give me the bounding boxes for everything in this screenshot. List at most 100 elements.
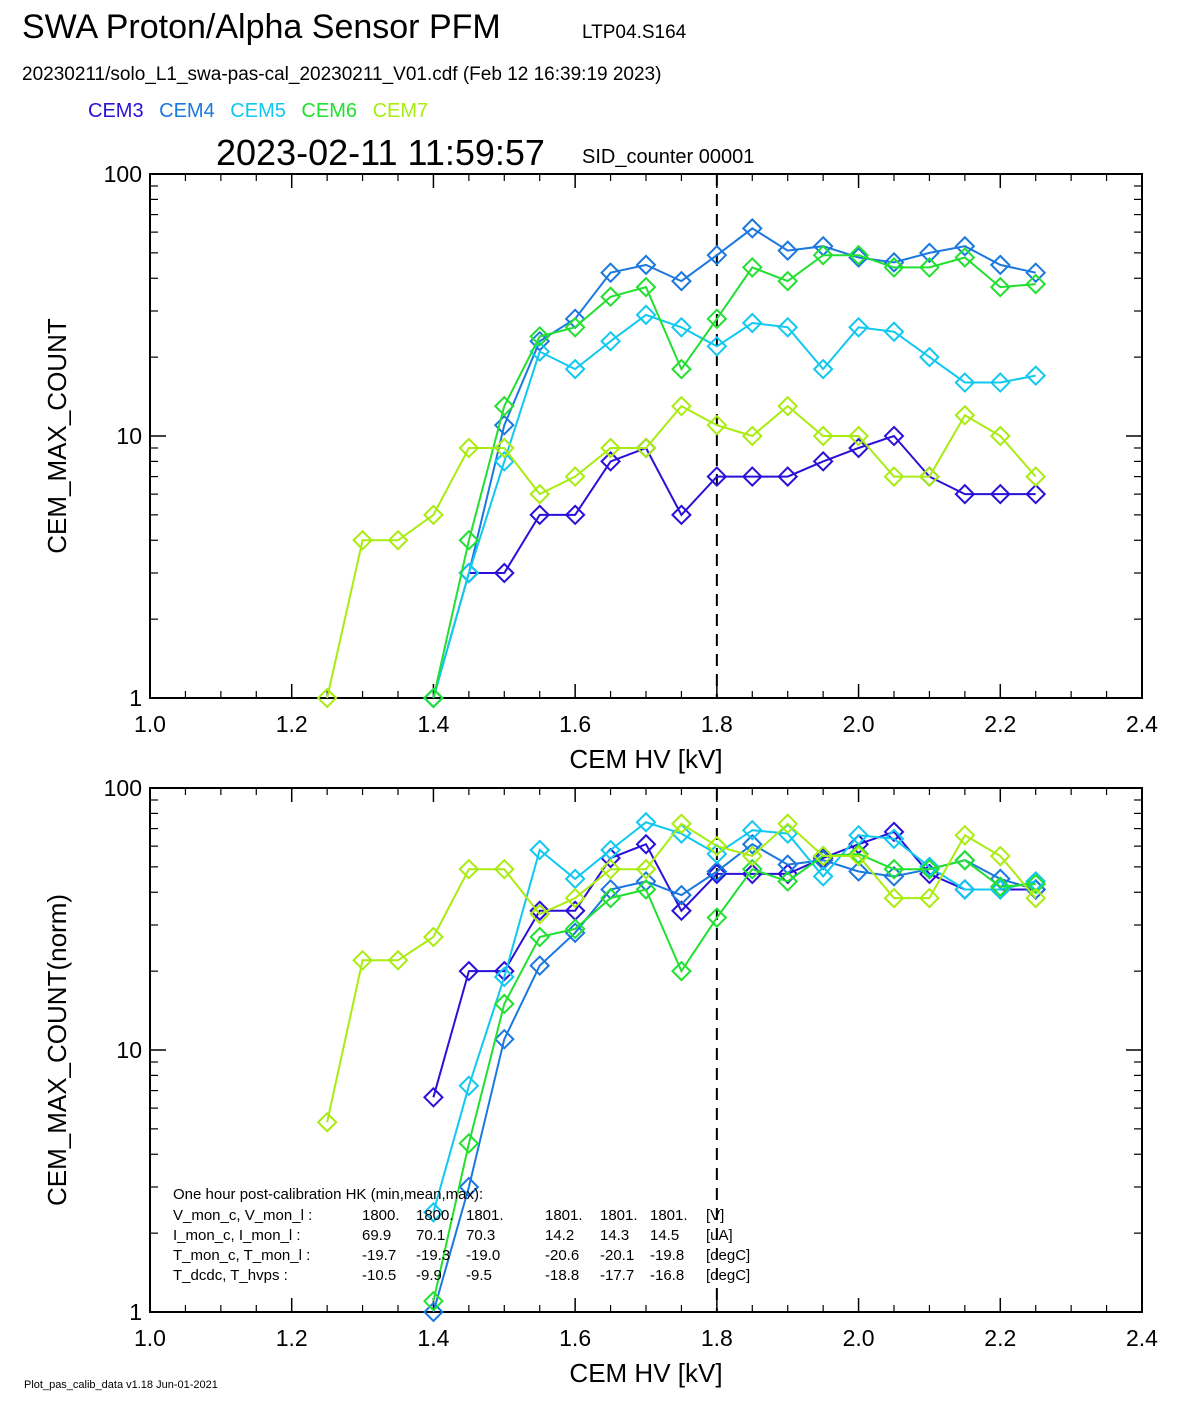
data-point-cem7	[493, 437, 515, 459]
data-point-cem5	[848, 316, 869, 338]
data-point-cem3	[564, 504, 586, 526]
data-point-cem5	[493, 966, 515, 988]
data-point-cem6	[458, 1133, 480, 1154]
data-point-cem5	[458, 1075, 480, 1097]
data-point-cem7	[1025, 887, 1047, 909]
data-point-cem4	[741, 217, 763, 239]
data-point-cem5	[919, 346, 940, 368]
hk-value: 1801.	[600, 1207, 638, 1224]
data-point-cem3	[777, 863, 799, 885]
data-point-cem4	[671, 270, 692, 292]
data-point-cem3	[1025, 483, 1047, 505]
x-tick-label: 2.2	[984, 711, 1016, 737]
data-point-cem6	[989, 876, 1011, 898]
data-point-cem4	[812, 849, 834, 871]
x-tick-label: 2.4	[1126, 1325, 1158, 1351]
series-line-cem7	[326, 822, 1037, 1123]
y-tick-label: 100	[104, 775, 142, 801]
hk-row-label: V_mon_c, V_mon_l :	[173, 1207, 312, 1224]
data-point-cem5	[600, 330, 621, 352]
data-point-cem6	[671, 960, 692, 982]
data-point-cem7	[989, 425, 1011, 447]
data-point-cem7	[883, 466, 905, 487]
x-tick-label: 1.2	[276, 711, 308, 737]
data-point-cem3	[635, 833, 657, 855]
x-axis-title: CEM HV [kV]	[569, 1358, 722, 1388]
series-line-cem7	[326, 404, 1037, 699]
x-tick-label: 1.0	[134, 1325, 166, 1351]
hk-value: -17.7	[600, 1267, 634, 1284]
footer-version: Plot_pas_calib_data v1.18 Jun-01-2021	[24, 1379, 218, 1391]
hk-value: 1800.	[416, 1207, 454, 1224]
series-line-cem3	[468, 434, 1036, 574]
x-tick-label: 2.0	[843, 711, 875, 737]
data-point-cem6	[600, 887, 621, 909]
hk-value: 1800.	[362, 1207, 400, 1224]
hk-value: [uA]	[706, 1227, 733, 1244]
x-tick-label: 1.2	[276, 1325, 308, 1351]
legend-entry-cem3: CEM3	[88, 100, 144, 122]
data-point-cem6	[954, 849, 976, 871]
y-tick-label: 10	[116, 1037, 142, 1063]
hk-value: -9.9	[416, 1267, 442, 1284]
data-point-cem6	[564, 918, 586, 940]
data-point-cem6	[919, 858, 940, 880]
data-point-cem7	[493, 858, 515, 880]
data-point-cem7	[564, 887, 586, 909]
data-point-cem7	[635, 437, 657, 459]
data-point-cem6	[741, 257, 763, 278]
data-point-cem6	[848, 843, 869, 865]
hk-value: -19.8	[650, 1247, 684, 1264]
data-point-cem6	[458, 529, 480, 551]
data-point-cem4	[989, 254, 1011, 276]
data-point-cem4	[671, 884, 692, 906]
data-point-cem4	[989, 868, 1011, 890]
data-point-cem5	[706, 843, 728, 865]
data-point-cem3	[777, 466, 799, 487]
sid-counter-label: SID_counter 00001	[582, 146, 755, 168]
data-point-cem7	[812, 845, 834, 867]
legend-entry-cem7: CEM7	[372, 100, 429, 122]
data-point-cem5	[493, 450, 515, 472]
hk-value: 1801.	[650, 1207, 688, 1224]
data-point-cem5	[635, 304, 657, 326]
series-line-cem5	[432, 313, 1036, 699]
hk-value: -10.5	[362, 1267, 396, 1284]
legend-entry-cem5: CEM5	[230, 100, 286, 122]
data-point-cem3	[706, 863, 728, 885]
hk-value: 69.9	[362, 1227, 391, 1244]
data-point-cem3	[741, 466, 763, 487]
data-point-cem7	[387, 529, 409, 551]
data-point-cem4	[848, 861, 869, 882]
hk-value: 70.1	[416, 1227, 445, 1244]
legend-entry-cem4: CEM4	[159, 100, 215, 122]
data-point-cem6	[706, 907, 728, 929]
hk-row-label: T_dcdc, T_hvps :	[173, 1267, 288, 1284]
data-point-cem4	[919, 242, 940, 264]
x-tick-label: 2.4	[1126, 711, 1158, 737]
hk-value: [V]	[706, 1207, 724, 1224]
data-point-cem4	[777, 240, 799, 262]
plot-frame	[149, 173, 1143, 699]
hk-value: -19.0	[466, 1247, 500, 1264]
data-point-cem6	[671, 358, 692, 380]
data-point-cem7	[919, 466, 940, 487]
data-point-cem3	[529, 504, 551, 526]
data-point-cem3	[671, 504, 692, 526]
data-point-cem6	[635, 276, 657, 298]
data-point-cem4	[600, 262, 621, 284]
x-axis-title: CEM HV [kV]	[569, 744, 722, 774]
x-tick-label: 1.6	[559, 711, 591, 737]
y-tick-label: 10	[116, 423, 142, 449]
y-axis-title: CEM_MAX_COUNT(norm)	[42, 894, 72, 1206]
data-point-cem5	[812, 358, 834, 380]
data-point-cem4	[741, 833, 763, 855]
data-point-cem3	[954, 483, 976, 505]
test-id-label: LTP04.S164	[582, 22, 687, 43]
data-point-cem7	[777, 395, 799, 417]
data-point-cem6	[848, 244, 869, 266]
data-point-cem7	[352, 949, 373, 971]
data-point-cem5	[954, 372, 976, 393]
data-point-cem5	[954, 879, 976, 900]
data-point-cem6	[777, 871, 799, 892]
